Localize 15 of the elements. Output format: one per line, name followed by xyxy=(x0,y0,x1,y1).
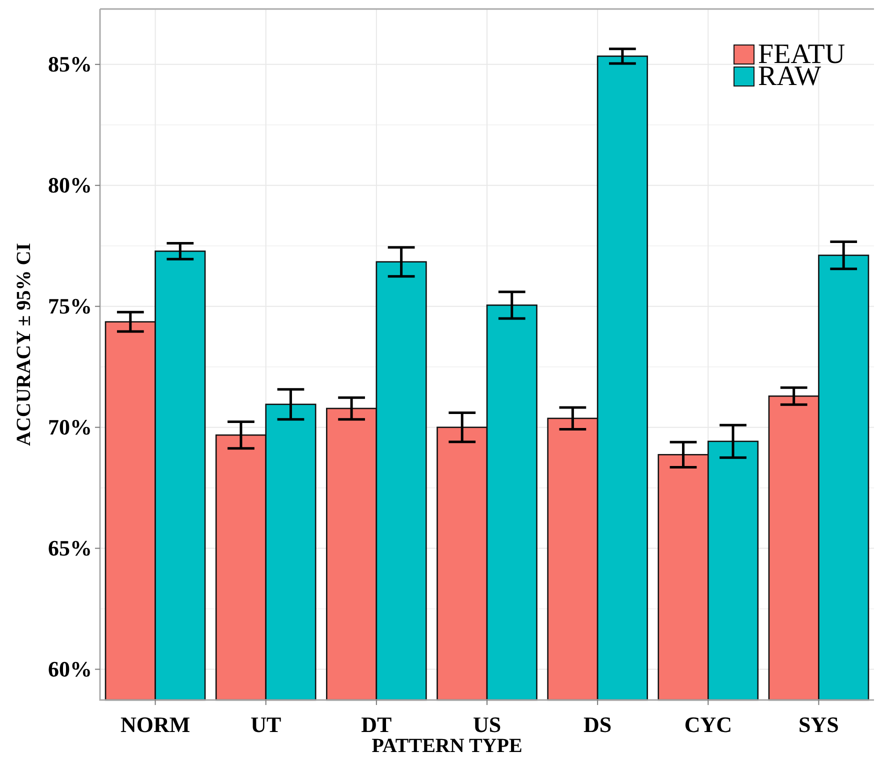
y-tick-label: 70% xyxy=(48,414,92,440)
x-tick-label: DT xyxy=(361,712,392,738)
y-tick-label: 60% xyxy=(48,656,92,682)
x-tick-label: SYS xyxy=(798,712,839,738)
y-axis-title: ACCURACY ± 95% CI xyxy=(13,242,35,446)
y-tick-label: 65% xyxy=(48,535,92,560)
x-tick-label: UT xyxy=(250,712,282,738)
y-tick-label: 75% xyxy=(48,293,92,318)
y-tick-label: 85% xyxy=(48,51,92,76)
y-tick-label: 80% xyxy=(48,172,92,198)
x-tick-label: CYC xyxy=(684,712,732,738)
x-tick-label: DS xyxy=(584,712,612,738)
x-tick-label: NORM xyxy=(120,712,190,738)
x-axis-title: PATTERN TYPE xyxy=(372,735,522,757)
x-tick-label: US xyxy=(472,712,502,738)
